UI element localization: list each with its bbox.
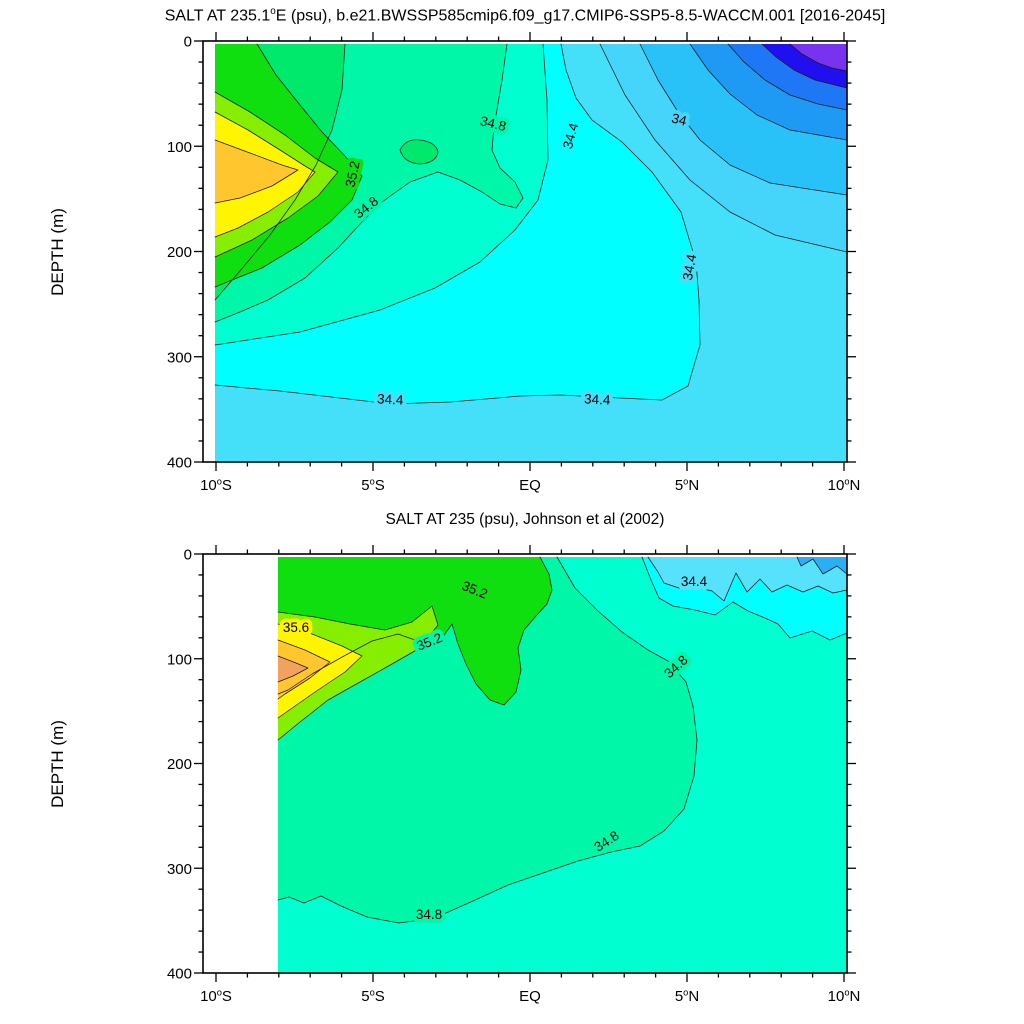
band-36	[278, 656, 308, 682]
band-33.2	[790, 44, 847, 71]
contour-line-34.6	[214, 43, 549, 346]
contour-label: 35.6	[283, 620, 309, 635]
contour-line-33.8	[689, 43, 848, 141]
contour-label: 34.8	[416, 907, 442, 922]
contour-line-34	[639, 43, 848, 196]
contour-line-35.4	[277, 605, 439, 741]
contour-line-35	[399, 139, 439, 165]
contour-line-35.6	[277, 623, 363, 719]
contour-line-35.8	[277, 639, 331, 700]
y-tick-label: 400	[167, 455, 192, 472]
contour-line-35.8	[214, 139, 299, 204]
y-tick-label: 100	[167, 651, 192, 668]
contour-line-34.2	[796, 556, 848, 575]
y-tick-label: 300	[167, 349, 192, 366]
bottom-plot: 35.635.235.234.434.834.834.8010020030040…	[48, 545, 860, 1005]
x-tick-label: 10oS	[200, 476, 232, 494]
y-tick-label: 300	[167, 861, 192, 878]
contour-line-35.2	[214, 43, 363, 288]
contour-line-35.2	[277, 556, 553, 706]
x-tick-label: 10oN	[828, 476, 861, 494]
contour-line-33.4	[761, 43, 848, 89]
contour-line-34.8	[277, 556, 698, 924]
y-tick-label: 100	[167, 139, 192, 156]
top-plot-title: SALT AT 235.1oE (psu), b.e21.BWSSP585cmi…	[164, 6, 886, 25]
contour-label: 34.4	[377, 391, 405, 407]
contour-line-34.4	[214, 43, 701, 405]
contour-line-34.6	[641, 556, 848, 641]
band-35	[400, 139, 438, 164]
y-tick-label: 200	[167, 756, 192, 773]
x-tick-label: 5oS	[361, 476, 385, 494]
y-tick-label: 0	[184, 547, 192, 564]
y-tick-label: 400	[167, 966, 192, 983]
contour-line-36	[277, 655, 309, 683]
contour-label: 34.4	[584, 391, 612, 407]
contour-line-33.6	[727, 43, 848, 111]
x-tick-label: 10oS	[200, 987, 232, 1005]
x-tick-label: 10oN	[828, 987, 861, 1005]
axis-ticks	[194, 32, 856, 471]
contour-line-33.2	[789, 43, 848, 72]
contour-line-34.2	[599, 43, 848, 253]
y-tick-label: 0	[184, 34, 192, 51]
contour-line-35.6	[214, 111, 316, 238]
y-axis-title: DEPTH (m)	[48, 720, 67, 808]
x-tick-label: EQ	[519, 988, 541, 1005]
bottom-plot-title: SALT AT 235 (psu), Johnson et al (2002)	[385, 511, 665, 528]
band-34.2	[797, 557, 847, 574]
band-35.8	[215, 140, 298, 203]
y-tick-label: 200	[167, 244, 192, 261]
contour-line-34.8	[214, 43, 524, 323]
contour-line-35	[214, 43, 346, 301]
y-axis-title: DEPTH (m)	[48, 208, 67, 296]
contour-label: 34.4	[681, 574, 708, 589]
band-34.4	[648, 557, 847, 601]
x-tick-label: 5oN	[675, 476, 699, 494]
x-tick-label: 5oN	[675, 987, 699, 1005]
contour-line-34.4	[647, 556, 848, 602]
contour-line-35.4	[214, 91, 339, 258]
x-tick-label: 5oS	[361, 987, 385, 1005]
axis-ticks	[194, 545, 856, 982]
x-tick-label: EQ	[519, 477, 541, 494]
